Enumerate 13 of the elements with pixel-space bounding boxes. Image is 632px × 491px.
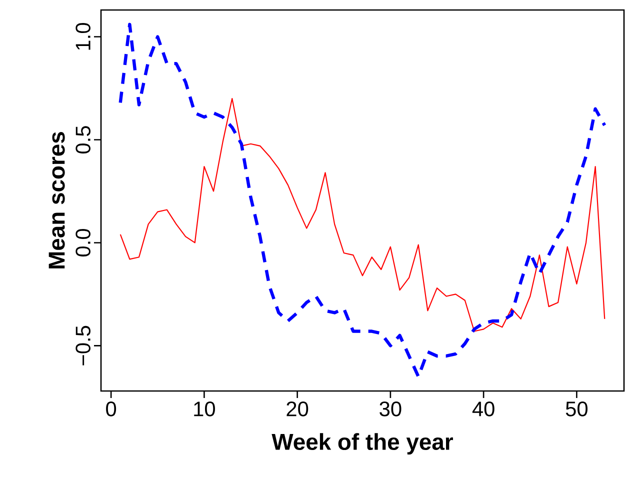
x-tick-label: 0 xyxy=(106,402,116,416)
y-tick-label: 0.0 xyxy=(76,228,90,256)
y-axis-title: Mean scores xyxy=(48,132,65,268)
x-tick-label: 30 xyxy=(380,402,402,416)
y-tick-label: −0.5 xyxy=(76,326,90,366)
x-tick-label: 20 xyxy=(286,402,308,416)
y-tick-label: 0.5 xyxy=(76,126,90,154)
x-tick-label: 50 xyxy=(566,402,588,416)
x-tick-label: 40 xyxy=(472,402,494,416)
y-tick-label: 1.0 xyxy=(76,23,90,50)
x-tick-label: 10 xyxy=(194,402,215,416)
x-axis-title: Week of the year xyxy=(272,433,453,455)
line-series xyxy=(120,98,606,332)
